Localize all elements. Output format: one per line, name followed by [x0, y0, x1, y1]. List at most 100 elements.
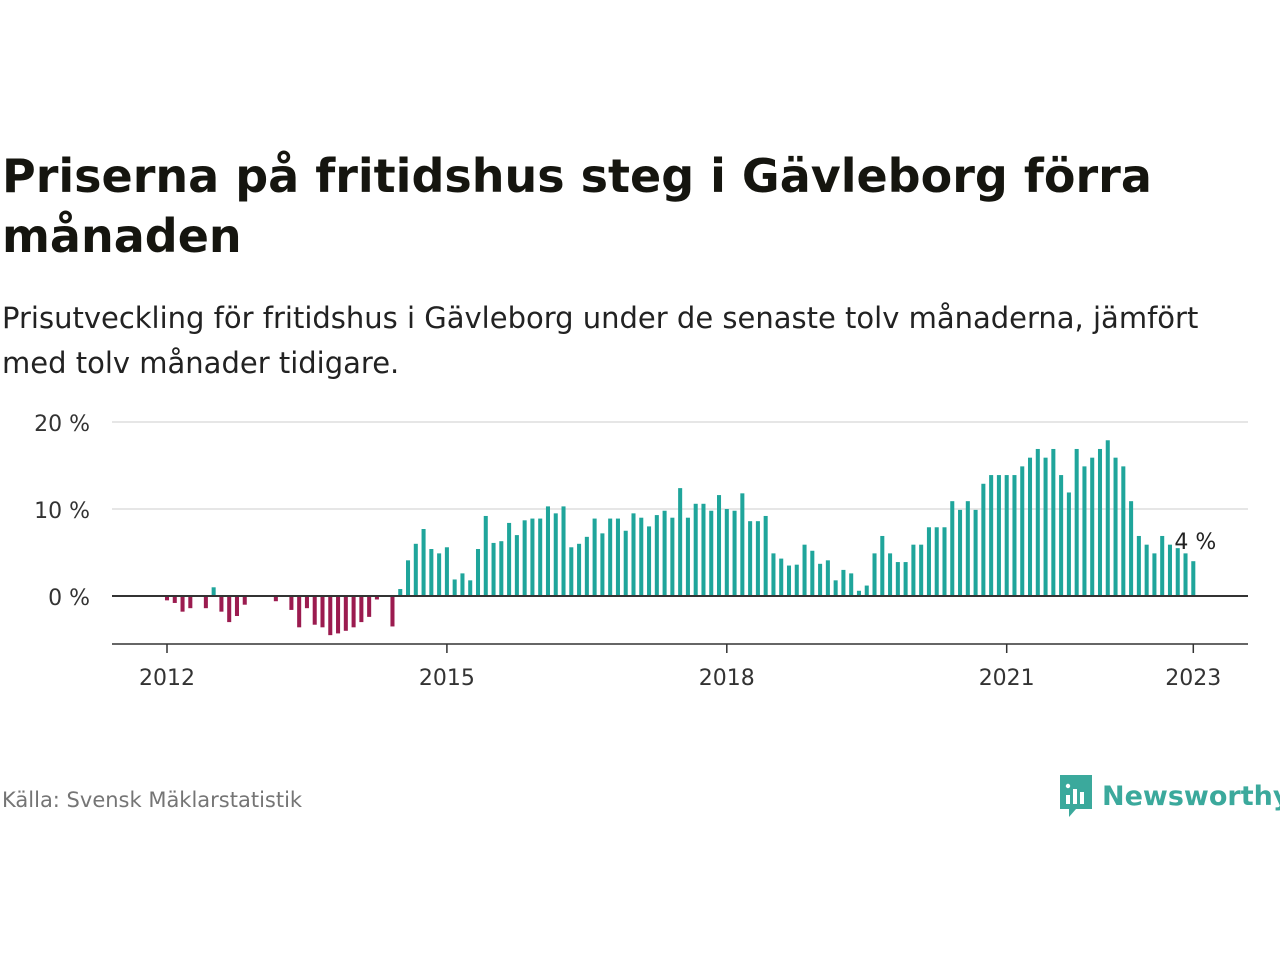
bar [950, 501, 955, 596]
bar [965, 501, 970, 596]
bar [786, 565, 792, 596]
y-tick-label: 10 % [34, 499, 90, 524]
bar [709, 510, 714, 596]
bar [553, 513, 558, 596]
bar [1097, 448, 1103, 596]
bar [219, 596, 224, 612]
chart-title: Priserna på fritidshus steg i Gävleborg … [2, 149, 1152, 263]
bar [188, 596, 193, 609]
bar [180, 596, 185, 612]
bar [1105, 440, 1110, 596]
bar [693, 503, 698, 596]
bar [320, 596, 325, 628]
brand-logo: Newsworthy [1058, 772, 1280, 820]
bar [164, 596, 170, 601]
bar [1028, 457, 1033, 596]
bar [522, 520, 527, 596]
bar [1183, 553, 1188, 596]
bar [678, 488, 683, 596]
bar [406, 560, 411, 596]
bar [367, 596, 372, 617]
bar [1113, 457, 1118, 596]
bar [211, 587, 216, 596]
bar [685, 517, 690, 596]
bar [903, 562, 908, 596]
bar [592, 518, 597, 596]
bar [895, 562, 900, 596]
bar [717, 495, 722, 596]
bar [942, 527, 947, 596]
bar [483, 515, 488, 596]
bar [1059, 475, 1064, 596]
bar [732, 510, 737, 596]
bar [639, 517, 644, 596]
bar [1090, 457, 1095, 596]
bar [600, 533, 605, 596]
bar [1035, 448, 1040, 596]
bar [1066, 492, 1071, 596]
bar [615, 518, 620, 596]
bar [203, 596, 208, 609]
bar [934, 527, 939, 596]
bar [390, 596, 395, 627]
bar [1144, 544, 1149, 596]
bar [530, 518, 535, 596]
x-tick-label: 2023 [1165, 666, 1221, 691]
bar [864, 585, 869, 596]
bar [413, 543, 418, 596]
bar [810, 550, 815, 596]
x-tick-label: 2021 [979, 666, 1035, 691]
x-tick-label: 2015 [419, 666, 475, 691]
bar [926, 527, 931, 596]
bar [771, 553, 776, 596]
bar [623, 530, 628, 596]
bar [374, 596, 379, 600]
bar [1175, 548, 1180, 596]
newsworthy-logo-icon [1060, 775, 1092, 817]
bar [343, 596, 348, 631]
bar [1160, 535, 1165, 596]
bar [1129, 501, 1134, 596]
bar [1020, 466, 1025, 596]
bar [491, 542, 496, 596]
bar [1074, 448, 1079, 596]
bar [584, 536, 589, 596]
bar [631, 513, 636, 596]
bar [421, 529, 426, 596]
bar [849, 573, 854, 596]
bar [1012, 475, 1017, 596]
bar [763, 515, 768, 596]
chart-subtitle: Prisutveckling för fritidshus i Gävlebor… [2, 301, 1199, 380]
bar [755, 521, 760, 596]
bar [794, 564, 799, 596]
bar [1043, 457, 1048, 596]
bar [507, 522, 512, 596]
bar [856, 590, 861, 596]
bar [351, 596, 356, 628]
bar [647, 526, 652, 596]
x-tick-label: 2018 [699, 666, 755, 691]
bar [841, 569, 846, 596]
bar [468, 580, 473, 596]
bar [973, 509, 978, 596]
x-tick-label: 2012 [139, 666, 195, 691]
bar [475, 549, 481, 596]
bar [748, 521, 753, 596]
bar [452, 579, 457, 596]
bar [1167, 544, 1172, 596]
bar [577, 543, 582, 596]
bar [569, 547, 574, 596]
bar [662, 510, 667, 596]
bar [670, 517, 675, 596]
bar [1152, 553, 1157, 596]
bar [872, 553, 877, 596]
bar [328, 596, 333, 636]
bar [429, 549, 434, 596]
bar [172, 596, 177, 603]
end-value-label: 4 % [1174, 530, 1216, 555]
bar [460, 573, 465, 596]
bar [297, 596, 302, 628]
bar [304, 596, 309, 609]
bar [802, 544, 807, 596]
bar [312, 596, 317, 625]
